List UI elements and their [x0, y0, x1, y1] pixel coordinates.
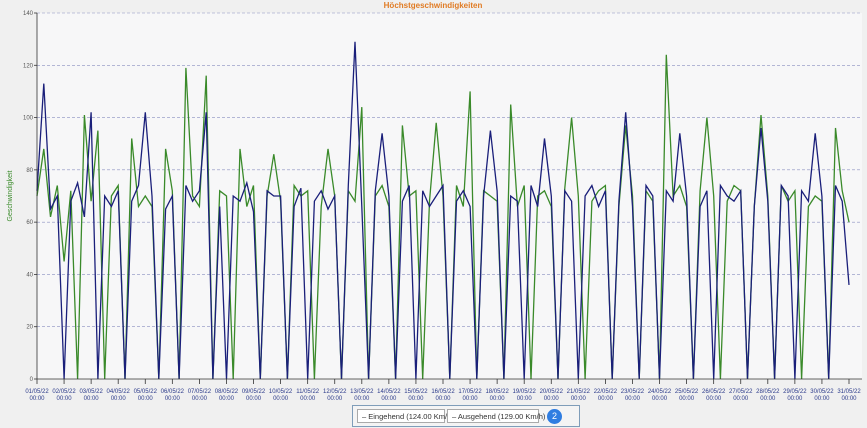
- x-tick-label: 15/05/22 00:00: [404, 389, 428, 402]
- x-tick-label: 24/05/22 00:00: [648, 389, 672, 402]
- x-tick-label: 02/05/22 00:00: [52, 389, 76, 402]
- x-tick-label: 08/05/22 00:00: [215, 389, 239, 402]
- y-tick-label: 80: [26, 168, 33, 174]
- x-tick-label: 18/05/22 00:00: [485, 389, 509, 402]
- x-tick-label: 31/05/22 00:00: [837, 389, 861, 402]
- x-tick-label: 30/05/22 00:00: [810, 389, 834, 402]
- chart-title: Höchstgeschwindigkeiten: [384, 1, 483, 10]
- x-tick-label: 29/05/22 00:00: [783, 389, 807, 402]
- x-tick-label: 26/05/22 00:00: [702, 389, 726, 402]
- legend-label-ausgehend: Ausgehend (129.00 Km/h): [457, 412, 546, 421]
- x-tick-label: 21/05/22 00:00: [567, 389, 591, 402]
- plot-area: [37, 13, 862, 379]
- y-tick-label: 140: [23, 11, 34, 17]
- y-tick-label: 100: [23, 116, 34, 122]
- x-tick-label: 04/05/22 00:00: [107, 389, 131, 402]
- x-tick-label: 09/05/22 00:00: [242, 389, 266, 402]
- x-tick-label: 19/05/22 00:00: [513, 389, 537, 402]
- y-axis-label: Geschwindigkeit: [7, 170, 14, 221]
- x-tick-label: 23/05/22 00:00: [621, 389, 645, 402]
- legend-label-eingehend: Eingehend (124.00 Km/h): [368, 412, 454, 421]
- y-tick-label: 20: [26, 325, 33, 331]
- x-tick-label: 06/05/22 00:00: [161, 389, 185, 402]
- x-tick-label: 17/05/22 00:00: [458, 389, 482, 402]
- x-tick-label: 05/05/22 00:00: [134, 389, 158, 402]
- legend: – Eingehend (124.00 Km/h) – Ausgehend (1…: [352, 405, 580, 427]
- y-tick-label: 120: [23, 63, 34, 69]
- x-tick-label: 25/05/22 00:00: [675, 389, 699, 402]
- x-tick-label: 27/05/22 00:00: [729, 389, 753, 402]
- x-tick-label: 28/05/22 00:00: [756, 389, 780, 402]
- y-tick-label: 60: [26, 220, 33, 226]
- notification-badge[interactable]: 2: [547, 409, 562, 424]
- x-tick-label: 12/05/22 00:00: [323, 389, 347, 402]
- x-tick-label: 14/05/22 00:00: [377, 389, 401, 402]
- x-tick-label: 13/05/22 00:00: [350, 389, 374, 402]
- legend-item-eingehend[interactable]: – Eingehend (124.00 Km/h): [357, 409, 454, 423]
- x-tick-label: 16/05/22 00:00: [431, 389, 455, 402]
- legend-item-ausgehend[interactable]: – Ausgehend (129.00 Km/h): [447, 409, 545, 423]
- y-tick-label: 40: [26, 272, 33, 278]
- x-tick-label: 11/05/22 00:00: [296, 389, 320, 402]
- x-tick-label: 03/05/22 00:00: [79, 389, 103, 402]
- x-tick-label: 07/05/22 00:00: [188, 389, 212, 402]
- x-tick-label: 22/05/22 00:00: [594, 389, 618, 402]
- x-tick-label: 20/05/22 00:00: [540, 389, 564, 402]
- x-tick-label: 10/05/22 00:00: [269, 389, 293, 402]
- y-tick-label: 0: [30, 377, 34, 383]
- x-tick-label: 01/05/22 00:00: [25, 389, 49, 402]
- speed-chart: Höchstgeschwindigkeiten 0 20 40 60 80 100 120 1…: [7, 1, 862, 402]
